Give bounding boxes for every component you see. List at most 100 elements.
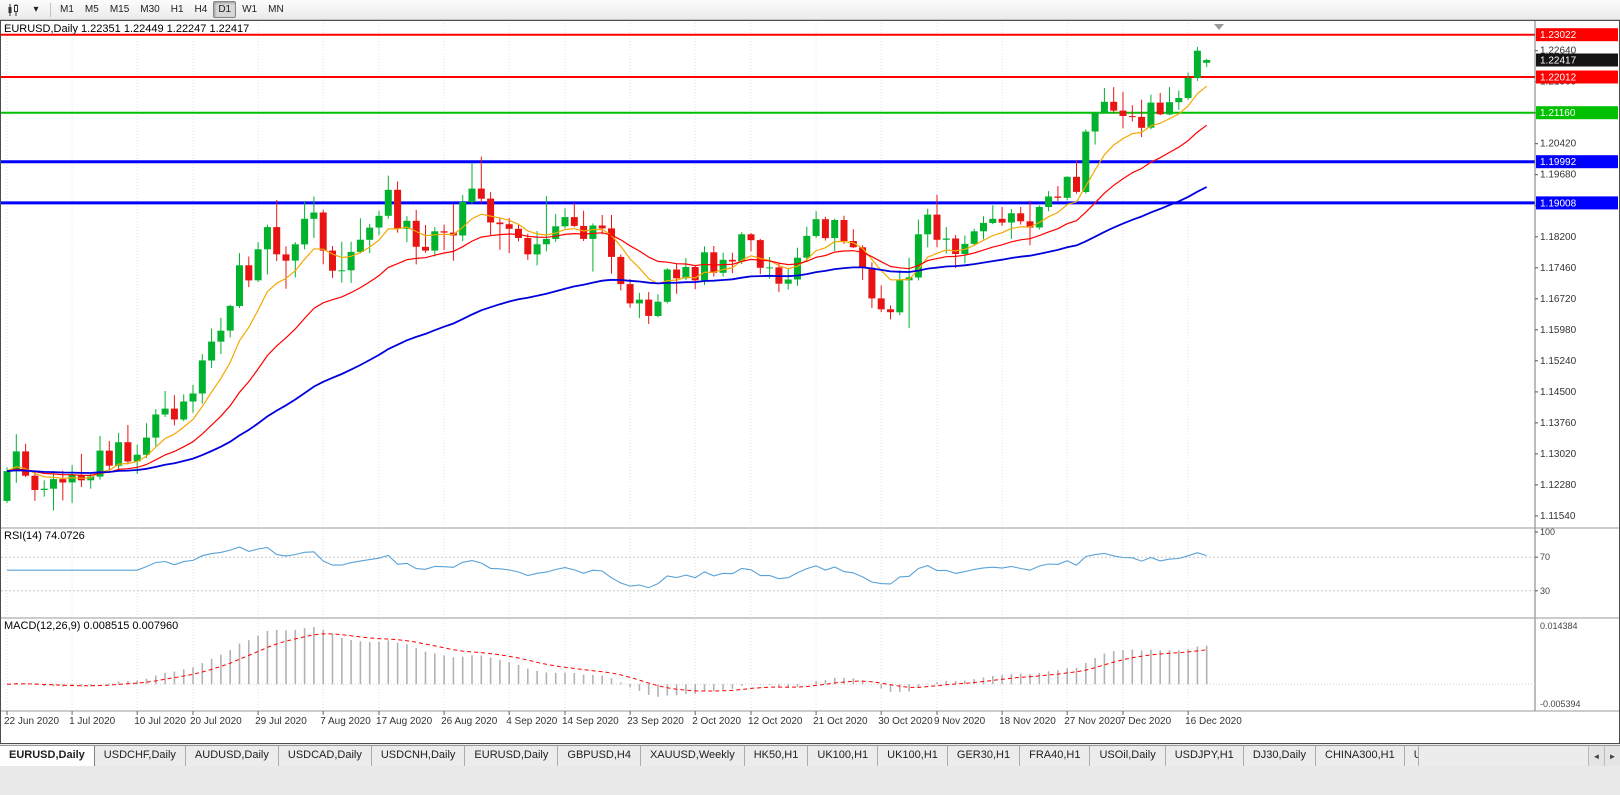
svg-text:1.13760: 1.13760 <box>1540 418 1577 429</box>
chart-type-dropdown-button[interactable]: ▾ <box>33 4 39 15</box>
chart-tab-gbpusd-h4[interactable]: GBPUSD,H4 <box>558 746 641 766</box>
svg-text:1.19992: 1.19992 <box>1540 157 1577 168</box>
ma-slow-blue <box>6 186 1208 474</box>
price-scale: 1.226401.219001.211601.204201.196801.189… <box>1534 21 1618 711</box>
svg-text:1.21160: 1.21160 <box>1540 108 1576 119</box>
candlestick-chart-icon <box>8 3 18 16</box>
chart-tab-fra40-h1[interactable]: FRA40,H1 <box>1020 746 1091 766</box>
svg-text:1.23022: 1.23022 <box>1540 30 1577 41</box>
svg-text:14 Sep 2020: 14 Sep 2020 <box>562 716 619 727</box>
toolbar-separator <box>50 2 51 17</box>
svg-text:18 Nov 2020: 18 Nov 2020 <box>999 716 1056 727</box>
svg-text:1.22417: 1.22417 <box>1540 56 1577 67</box>
price-level-box[interactable] <box>1536 196 1618 210</box>
chart-tab-u[interactable]: U <box>1404 746 1419 766</box>
svg-text:27 Nov 2020: 27 Nov 2020 <box>1064 716 1121 727</box>
timeframe-h1-button[interactable]: H1 <box>170 4 184 15</box>
macd-signal-line <box>6 633 1207 692</box>
svg-text:9 Nov 2020: 9 Nov 2020 <box>934 716 986 727</box>
horizontal-level-lines[interactable] <box>1 33 1535 205</box>
timeframe-m15-button[interactable]: M15 <box>109 4 130 15</box>
chart-tab-usdcad-daily[interactable]: USDCAD,Daily <box>278 746 372 766</box>
price-level-box[interactable] <box>1536 106 1618 120</box>
svg-text:1.22640: 1.22640 <box>1540 46 1577 57</box>
svg-text:26 Aug 2020: 26 Aug 2020 <box>441 716 498 727</box>
svg-text:1.15240: 1.15240 <box>1540 356 1577 367</box>
timeframe-m30-button[interactable]: M30 <box>140 4 160 15</box>
chart-tab-usdcnh-daily[interactable]: USDCNH,Daily <box>371 746 466 766</box>
svg-text:16 Dec 2020: 16 Dec 2020 <box>1185 716 1242 727</box>
timeframe-m5-button[interactable]: M5 <box>84 4 99 15</box>
svg-text:1.19008: 1.19008 <box>1540 198 1577 209</box>
svg-text:1.12280: 1.12280 <box>1540 480 1577 491</box>
svg-text:7 Dec 2020: 7 Dec 2020 <box>1120 716 1172 727</box>
tab-scroll-left-button[interactable]: ◄ <box>1588 746 1604 766</box>
timeframe-d1-button[interactable]: D1 <box>213 1 237 18</box>
chart-tabs-bar: EURUSD,Daily USDCHF,Daily AUDUSD,Daily USDC… <box>0 745 1620 766</box>
chart-tab-eurusd-daily[interactable]: EURUSD,Daily <box>0 746 95 766</box>
panel-dividers[interactable] <box>1 527 1619 712</box>
svg-text:30: 30 <box>1540 586 1550 596</box>
svg-text:7 Aug 2020: 7 Aug 2020 <box>320 716 371 727</box>
svg-text:1.18200: 1.18200 <box>1540 232 1577 243</box>
svg-text:30 Oct 2020: 30 Oct 2020 <box>878 716 933 727</box>
price-level-box[interactable] <box>1536 155 1618 169</box>
svg-text:1.17460: 1.17460 <box>1540 263 1577 274</box>
timeframe-mn-button[interactable]: MN <box>268 4 284 15</box>
chart-tab-audusd-daily[interactable]: AUDUSD,Daily <box>185 746 279 766</box>
svg-text:1.11540: 1.11540 <box>1540 511 1576 522</box>
svg-text:1.20420: 1.20420 <box>1540 139 1577 150</box>
chart-shift-marker-icon[interactable] <box>1214 24 1224 30</box>
svg-text:1 Jul 2020: 1 Jul 2020 <box>69 716 116 727</box>
svg-text:4 Sep 2020: 4 Sep 2020 <box>506 716 558 727</box>
svg-text:100: 100 <box>1540 527 1555 537</box>
chart-window: 1.226401.219001.211601.204201.196801.189… <box>0 20 1620 744</box>
svg-text:23 Sep 2020: 23 Sep 2020 <box>627 716 684 727</box>
svg-text:2 Oct 2020: 2 Oct 2020 <box>692 716 741 727</box>
svg-text:-0.005394: -0.005394 <box>1540 699 1581 709</box>
price-level-box[interactable] <box>1536 28 1618 42</box>
ma-mid-red <box>6 124 1208 477</box>
chart-tab-usdchf-daily[interactable]: USDCHF,Daily <box>94 746 186 766</box>
svg-text:10 Jul 2020: 10 Jul 2020 <box>134 716 186 727</box>
svg-text:29 Jul 2020: 29 Jul 2020 <box>255 716 307 727</box>
chart-tab-eurusd-daily[interactable]: EURUSD,Daily <box>465 746 559 766</box>
svg-text:1.15980: 1.15980 <box>1540 325 1577 336</box>
tabbar-spacer <box>1419 746 1588 766</box>
chart-tab-usoil-daily[interactable]: USOil,Daily <box>1090 746 1166 766</box>
chart-tab-usdjpy-h1[interactable]: USDJPY,H1 <box>1165 746 1244 766</box>
svg-text:1.16720: 1.16720 <box>1540 294 1577 305</box>
svg-text:1.13020: 1.13020 <box>1540 449 1577 460</box>
ma-fast-orange <box>6 85 1208 480</box>
date-axis: 22 Jun 2020 1 Jul 2020 10 Jul 2020 20 Jul 2… <box>4 711 1242 727</box>
svg-text:22 Jun 2020: 22 Jun 2020 <box>4 716 59 727</box>
svg-text:1.19680: 1.19680 <box>1540 170 1577 181</box>
chart-type-button[interactable] <box>2 1 25 18</box>
moving-average-lines[interactable] <box>6 85 1208 480</box>
timeframe-h4-button[interactable]: H4 <box>194 4 208 15</box>
tab-scroll-right-button[interactable]: ► <box>1604 746 1620 766</box>
svg-text:17 Aug 2020: 17 Aug 2020 <box>376 716 433 727</box>
svg-text:1.14500: 1.14500 <box>1540 387 1577 398</box>
chart-tab-dj30-daily[interactable]: DJ30,Daily <box>1243 746 1316 766</box>
grid-lines <box>6 23 1189 709</box>
chart-tab-ger30-h1[interactable]: GER30,H1 <box>947 746 1021 766</box>
svg-text:0.014384: 0.014384 <box>1540 621 1578 631</box>
svg-text:12 Oct 2020: 12 Oct 2020 <box>748 716 803 727</box>
timeframe-w1-button[interactable]: W1 <box>242 4 258 15</box>
eurusd-daily-chart[interactable]: 1.226401.219001.211601.204201.196801.189… <box>1 21 1619 743</box>
chart-tab-hk50-h1[interactable]: HK50,H1 <box>744 746 809 766</box>
svg-text:20 Jul 2020: 20 Jul 2020 <box>190 716 242 727</box>
timeframe-toolbar: ▾ M1 M5 M15 M30 H1 H4 D1 W1 MN <box>0 0 1620 20</box>
svg-text:70: 70 <box>1540 552 1550 562</box>
rsi-line <box>7 546 1207 589</box>
chart-tab-china300-h1[interactable]: CHINA300,H1 <box>1316 746 1405 766</box>
svg-text:21 Oct 2020: 21 Oct 2020 <box>813 716 868 727</box>
chart-tab-xauusd-weekly[interactable]: XAUUSD,Weekly <box>640 746 745 766</box>
macd-panel: 0.014384 -0.005394 <box>1 621 1581 709</box>
timeframe-m1-button[interactable]: M1 <box>60 4 74 15</box>
price-level-box[interactable] <box>1536 70 1618 84</box>
chart-tab-uk100-h1[interactable]: UK100,H1 <box>878 746 948 766</box>
rsi-panel: 100 70 30 <box>1 527 1555 596</box>
chart-tab-uk100-h1[interactable]: UK100,H1 <box>808 746 879 766</box>
